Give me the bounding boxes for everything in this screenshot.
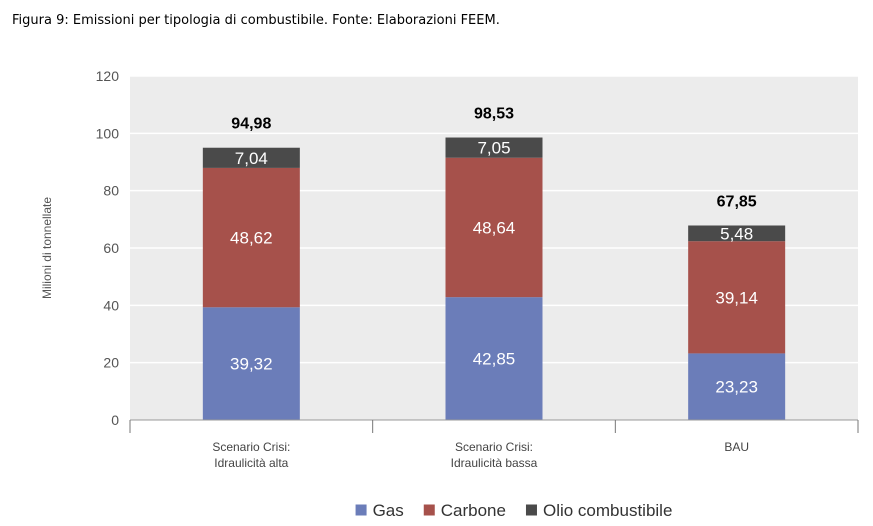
data-label: 5,48: [720, 224, 753, 243]
total-label: 67,85: [717, 193, 757, 210]
data-label: 48,62: [230, 229, 273, 248]
y-tick-label: 0: [111, 412, 119, 428]
legend-swatch: [525, 504, 537, 516]
legend-item: Olio combustibile: [525, 501, 672, 520]
total-label: 98,53: [474, 106, 514, 123]
data-label: 23,23: [715, 378, 758, 397]
data-label: 39,32: [230, 355, 273, 374]
data-label: 7,04: [235, 149, 268, 168]
x-category-label: Scenario Crisi:: [455, 440, 533, 454]
x-category-label: Idraulicità alta: [214, 456, 288, 470]
figure-caption: Figura 9: Emissioni per tipologia di com…: [12, 13, 500, 28]
bar-segment-gas: [202, 307, 300, 420]
y-axis-ticks: 0 20 40 60 80 100 120: [96, 68, 120, 428]
y-tick-label: 120: [96, 68, 120, 84]
legend-swatch: [355, 504, 367, 516]
bar-segment-carbone: [445, 157, 543, 298]
data-label: 42,85: [473, 350, 516, 369]
y-tick-label: 60: [103, 240, 119, 256]
y-axis-label: Milioni di tonnellate: [40, 197, 54, 299]
x-category-label: BAU: [724, 440, 749, 454]
data-label: 39,14: [715, 288, 758, 307]
bar-segment-gas: [688, 353, 786, 420]
legend: Gas Carbone Olio combustibile: [355, 501, 672, 520]
bar-segment-olio-combustibile: [445, 137, 543, 158]
x-category-label: Scenario Crisi:: [212, 440, 290, 454]
bar-group: 42,85 48,64 7,05 98,53: [445, 106, 543, 420]
bar-segment-olio-combustibile: [688, 225, 786, 242]
y-tick-label: 80: [103, 183, 119, 199]
x-category-label: Idraulicità bassa: [451, 456, 538, 470]
data-label: 48,64: [473, 218, 516, 237]
bar-group: 23,23 39,14 5,48 67,85: [688, 193, 786, 420]
legend-label: Gas: [373, 501, 404, 520]
bar-segment-olio-combustibile: [202, 147, 300, 168]
legend-item: Gas: [355, 501, 404, 520]
legend-item: Carbone: [423, 501, 506, 520]
legend-label: Carbone: [441, 501, 506, 520]
total-label: 94,98: [231, 116, 271, 133]
y-tick-label: 100: [96, 125, 120, 141]
bars: 39,32 48,62 7,04 94,98 42,85 48,64 7,05 98,53 23…: [202, 106, 786, 420]
bar-segment-carbone: [688, 241, 786, 354]
bar-segment-gas: [445, 297, 543, 420]
y-tick-label: 40: [103, 297, 119, 313]
bar-segment-carbone: [202, 167, 300, 308]
x-axis: Scenario Crisi: Idraulicità alta Scenario …: [129, 419, 859, 470]
data-label: 7,05: [477, 139, 510, 158]
legend-swatch: [423, 504, 435, 516]
bar-group: 39,32 48,62 7,04 94,98: [202, 116, 300, 420]
legend-label: Olio combustibile: [543, 501, 672, 520]
y-tick-label: 20: [103, 355, 119, 371]
